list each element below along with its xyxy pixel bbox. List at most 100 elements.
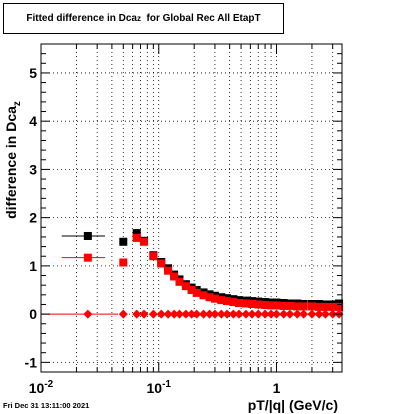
tick-layer: [40, 43, 342, 373]
data-point: [139, 309, 149, 319]
x-tick-label-base: 10: [29, 380, 45, 396]
data-point: [163, 309, 173, 319]
x-tick-label: 10-1: [147, 379, 172, 396]
data-point: [174, 309, 184, 319]
chart-title-prefix: Fitted difference in Dca: [26, 13, 137, 24]
y-tick-label: 1: [29, 258, 37, 274]
data-point: [192, 309, 202, 319]
data-point: [299, 309, 309, 319]
data-point: [234, 309, 244, 319]
data-point: [307, 302, 316, 311]
data-point: [216, 309, 226, 319]
data-point: [279, 301, 288, 310]
data-point: [222, 309, 232, 319]
data-point: [292, 309, 302, 319]
data-point: [132, 233, 141, 242]
data-point: [148, 309, 158, 319]
data-point: [247, 309, 257, 319]
data-point: [170, 272, 179, 281]
y-tick-label: 2: [29, 210, 37, 226]
y-axis-title: difference in Dcaz: [3, 101, 23, 219]
data-point: [205, 293, 214, 302]
y-tick-label: -1: [25, 354, 38, 370]
data-point: [157, 259, 166, 268]
data-point: [253, 309, 263, 319]
data-point: [266, 309, 276, 319]
data-layer: [41, 229, 344, 319]
y-axis-title-main: difference in Dca: [3, 106, 19, 219]
data-point: [187, 309, 197, 319]
data-point: [241, 309, 251, 319]
x-tick-label-exponent: -2: [44, 379, 53, 390]
data-point: [307, 309, 317, 319]
data-point: [261, 300, 270, 309]
data-point: [156, 309, 166, 319]
data-point: [285, 309, 295, 319]
data-point: [199, 309, 209, 319]
chart-title-box: Fitted difference in Dca z for Global Rec…: [3, 3, 284, 34]
data-point: [181, 309, 191, 319]
data-point: [279, 309, 289, 319]
data-point: [119, 258, 128, 267]
y-axis-title-subscript: z: [12, 101, 23, 106]
data-point: [260, 309, 270, 319]
data-point: [192, 288, 201, 297]
y-tick-label: 4: [29, 113, 37, 129]
data-point: [175, 277, 184, 286]
data-point: [132, 309, 142, 319]
x-tick-label-base: 10: [147, 380, 163, 396]
data-point: [140, 237, 149, 246]
data-point: [164, 266, 173, 275]
data-point: [118, 309, 128, 319]
y-tick-label: 5: [29, 65, 37, 81]
data-point: [83, 231, 92, 240]
data-point: [271, 309, 281, 319]
data-point: [199, 291, 208, 300]
plot-frame: [40, 43, 343, 373]
data-point: [205, 309, 215, 319]
y-tick-label: 0: [29, 306, 37, 322]
data-point: [132, 229, 141, 238]
data-series: [61, 233, 344, 311]
timestamp-footer: Fri Dec 31 13:11:00 2021: [3, 401, 90, 410]
data-point: [320, 309, 330, 319]
data-point: [241, 299, 250, 308]
data-point: [223, 297, 232, 306]
data-point: [83, 309, 93, 319]
data-point: [299, 302, 308, 311]
data-point: [272, 301, 281, 310]
x-tick-label-exponent: -1: [162, 379, 171, 390]
data-point: [149, 252, 158, 261]
data-point: [285, 301, 294, 310]
data-point: [267, 301, 276, 310]
data-point: [228, 309, 238, 319]
data-point: [314, 309, 324, 319]
x-tick-label: 1: [273, 380, 281, 396]
data-point: [181, 282, 190, 291]
data-point: [83, 253, 92, 262]
data-point: [254, 300, 263, 309]
data-point: [335, 302, 344, 311]
y-tick-label: 3: [29, 161, 37, 177]
data-point: [229, 298, 238, 307]
data-point: [210, 294, 219, 303]
data-point: [328, 309, 338, 319]
data-point: [248, 299, 257, 308]
data-point: [328, 302, 337, 311]
x-axis-title: pT/|q| (GeV/c): [248, 397, 338, 413]
data-series: [41, 309, 344, 319]
chart-title-subscript: z: [136, 14, 141, 23]
data-point: [187, 286, 196, 294]
data-point: [315, 302, 324, 311]
data-point: [119, 237, 128, 246]
x-tick-label: 10-2: [29, 379, 54, 396]
data-point: [217, 296, 226, 305]
data-point: [210, 309, 220, 319]
data-point: [234, 299, 243, 308]
chart-title-suffix: for Global Rec All EtapT: [140, 13, 261, 24]
data-point: [293, 302, 302, 311]
data-point: [169, 309, 179, 319]
